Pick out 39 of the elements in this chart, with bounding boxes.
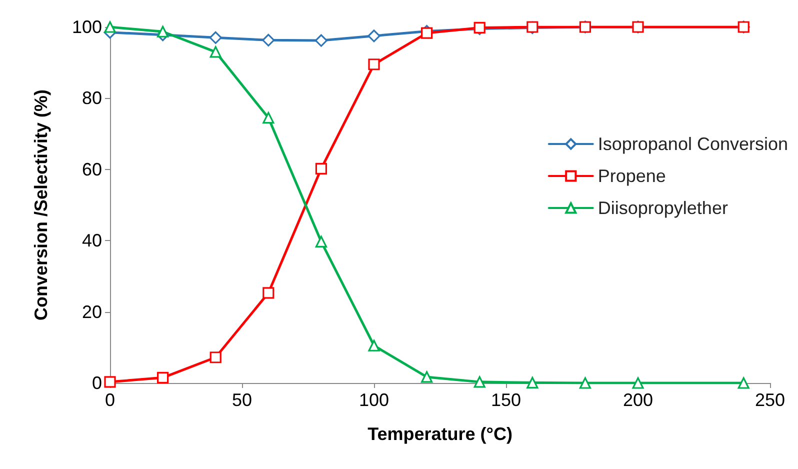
- point: [209, 31, 222, 44]
- y-tick-label: 0: [92, 373, 102, 393]
- point: [262, 287, 274, 299]
- point: [210, 352, 222, 364]
- y-tick-label: 80: [82, 88, 102, 108]
- x-tick-label: 150: [490, 390, 522, 410]
- y-tick-label: 40: [82, 230, 102, 251]
- y-axis-title: Conversion /Selectivity (%): [31, 89, 51, 321]
- point: [738, 377, 750, 389]
- point: [210, 46, 222, 58]
- point: [474, 376, 486, 388]
- point: [421, 27, 433, 39]
- point: [526, 376, 538, 388]
- y-tick-label: 100: [72, 17, 102, 37]
- point: [315, 236, 327, 248]
- x-axis-title: Temperature (°C): [368, 424, 512, 444]
- x-tick-label: 200: [622, 390, 654, 410]
- y-tick-label: 60: [82, 159, 102, 180]
- point: [314, 34, 328, 47]
- point: [632, 377, 644, 389]
- point: [579, 377, 591, 389]
- point: [421, 371, 433, 383]
- point: [368, 30, 380, 42]
- point: [104, 376, 116, 388]
- x-tick-label: 50: [232, 390, 252, 410]
- point: [262, 34, 275, 46]
- point: [368, 340, 380, 352]
- x-tick-label: 250: [754, 390, 786, 410]
- x-tick-label: 100: [358, 390, 390, 410]
- point: [315, 162, 327, 174]
- legend-label: Propene: [598, 166, 666, 186]
- legend-label: Isopropanol Conversion: [598, 134, 788, 154]
- point: [368, 58, 380, 70]
- legend-label: Diisopropylether: [598, 198, 728, 218]
- point: [262, 112, 274, 124]
- point: [157, 26, 169, 38]
- y-tick-label: 20: [82, 302, 102, 322]
- x-tick-label: 0: [104, 390, 116, 410]
- point: [157, 372, 169, 384]
